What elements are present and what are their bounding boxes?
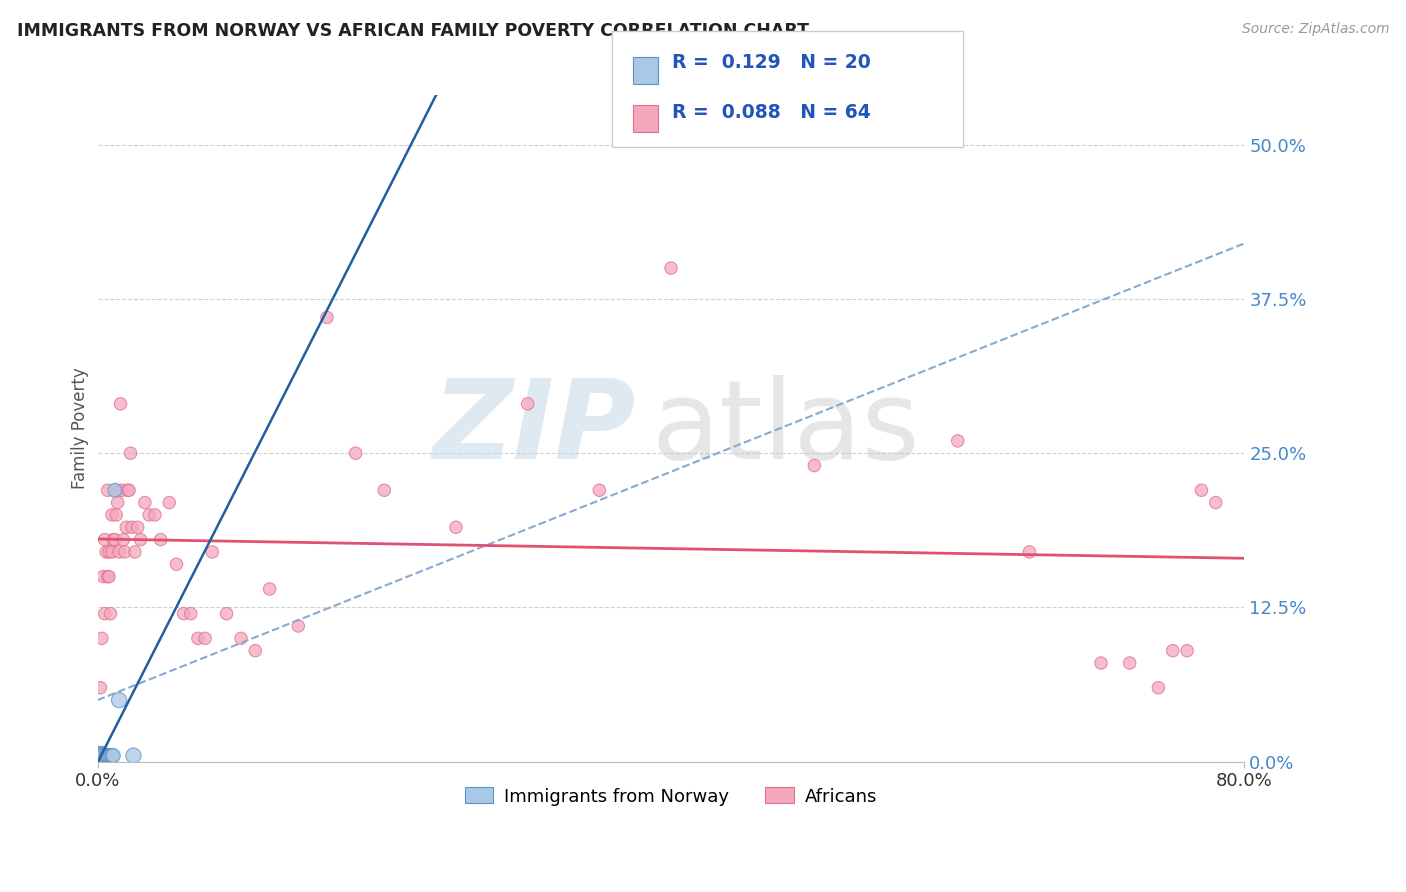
Point	[117, 483, 139, 498]
Point	[108, 693, 131, 707]
Point	[110, 397, 132, 411]
Point	[89, 748, 111, 763]
Point	[215, 607, 238, 621]
Point	[105, 483, 128, 498]
Point	[98, 748, 121, 763]
Text: atlas: atlas	[651, 375, 920, 482]
Point	[1175, 643, 1198, 657]
Text: R =  0.088   N = 64: R = 0.088 N = 64	[672, 103, 870, 122]
Point	[1161, 643, 1184, 657]
Point	[101, 748, 124, 763]
Point	[127, 520, 149, 534]
Point	[143, 508, 166, 522]
Point	[194, 632, 217, 646]
Point	[516, 397, 538, 411]
Point	[124, 545, 146, 559]
Point	[245, 643, 267, 657]
Point	[108, 545, 131, 559]
Point	[1090, 656, 1112, 670]
Point	[165, 558, 187, 572]
Point	[91, 748, 114, 763]
Y-axis label: Family Poverty: Family Poverty	[72, 368, 89, 490]
Point	[122, 748, 145, 763]
Point	[93, 748, 115, 763]
Point	[100, 748, 122, 763]
Point	[316, 310, 339, 325]
Point	[134, 495, 156, 509]
Point	[96, 748, 118, 763]
Text: ZIP: ZIP	[433, 375, 637, 482]
Point	[90, 632, 112, 646]
Point	[588, 483, 610, 498]
Point	[98, 748, 121, 763]
Point	[97, 748, 120, 763]
Point	[344, 446, 367, 460]
Point	[1118, 656, 1140, 670]
Point	[90, 748, 112, 763]
Point	[104, 483, 127, 498]
Point	[93, 533, 115, 547]
Point	[101, 508, 124, 522]
Point	[187, 632, 209, 646]
Point	[946, 434, 969, 448]
Point	[120, 446, 142, 460]
Point	[1205, 495, 1227, 509]
Point	[96, 748, 118, 763]
Point	[98, 545, 121, 559]
Point	[97, 569, 120, 583]
Point	[659, 261, 682, 276]
Point	[93, 607, 115, 621]
Point	[101, 545, 124, 559]
Point	[98, 569, 121, 583]
Point	[89, 681, 111, 695]
Text: R =  0.129   N = 20: R = 0.129 N = 20	[672, 53, 870, 72]
Point	[93, 748, 115, 763]
Point	[111, 483, 134, 498]
Point	[149, 533, 172, 547]
Point	[287, 619, 309, 633]
Point	[803, 458, 825, 473]
Point	[118, 483, 141, 498]
Point	[114, 545, 136, 559]
Point	[201, 545, 224, 559]
Point	[173, 607, 195, 621]
Point	[1147, 681, 1170, 695]
Point	[97, 483, 120, 498]
Point	[100, 607, 122, 621]
Point	[115, 520, 138, 534]
Point	[1018, 545, 1040, 559]
Point	[444, 520, 467, 534]
Point	[93, 748, 115, 763]
Point	[157, 495, 180, 509]
Point	[112, 533, 135, 547]
Point	[101, 748, 124, 763]
Point	[180, 607, 202, 621]
Point	[91, 748, 114, 763]
Legend: Immigrants from Norway, Africans: Immigrants from Norway, Africans	[457, 780, 884, 813]
Point	[103, 748, 125, 763]
Point	[229, 632, 252, 646]
Text: Source: ZipAtlas.com: Source: ZipAtlas.com	[1241, 22, 1389, 37]
Text: IMMIGRANTS FROM NORWAY VS AFRICAN FAMILY POVERTY CORRELATION CHART: IMMIGRANTS FROM NORWAY VS AFRICAN FAMILY…	[17, 22, 808, 40]
Point	[104, 533, 127, 547]
Point	[96, 545, 118, 559]
Point	[129, 533, 152, 547]
Point	[138, 508, 160, 522]
Point	[91, 569, 114, 583]
Point	[373, 483, 395, 498]
Point	[103, 533, 125, 547]
Point	[107, 495, 129, 509]
Point	[121, 520, 143, 534]
Point	[97, 748, 120, 763]
Point	[105, 508, 128, 522]
Point	[1189, 483, 1212, 498]
Point	[259, 582, 281, 596]
